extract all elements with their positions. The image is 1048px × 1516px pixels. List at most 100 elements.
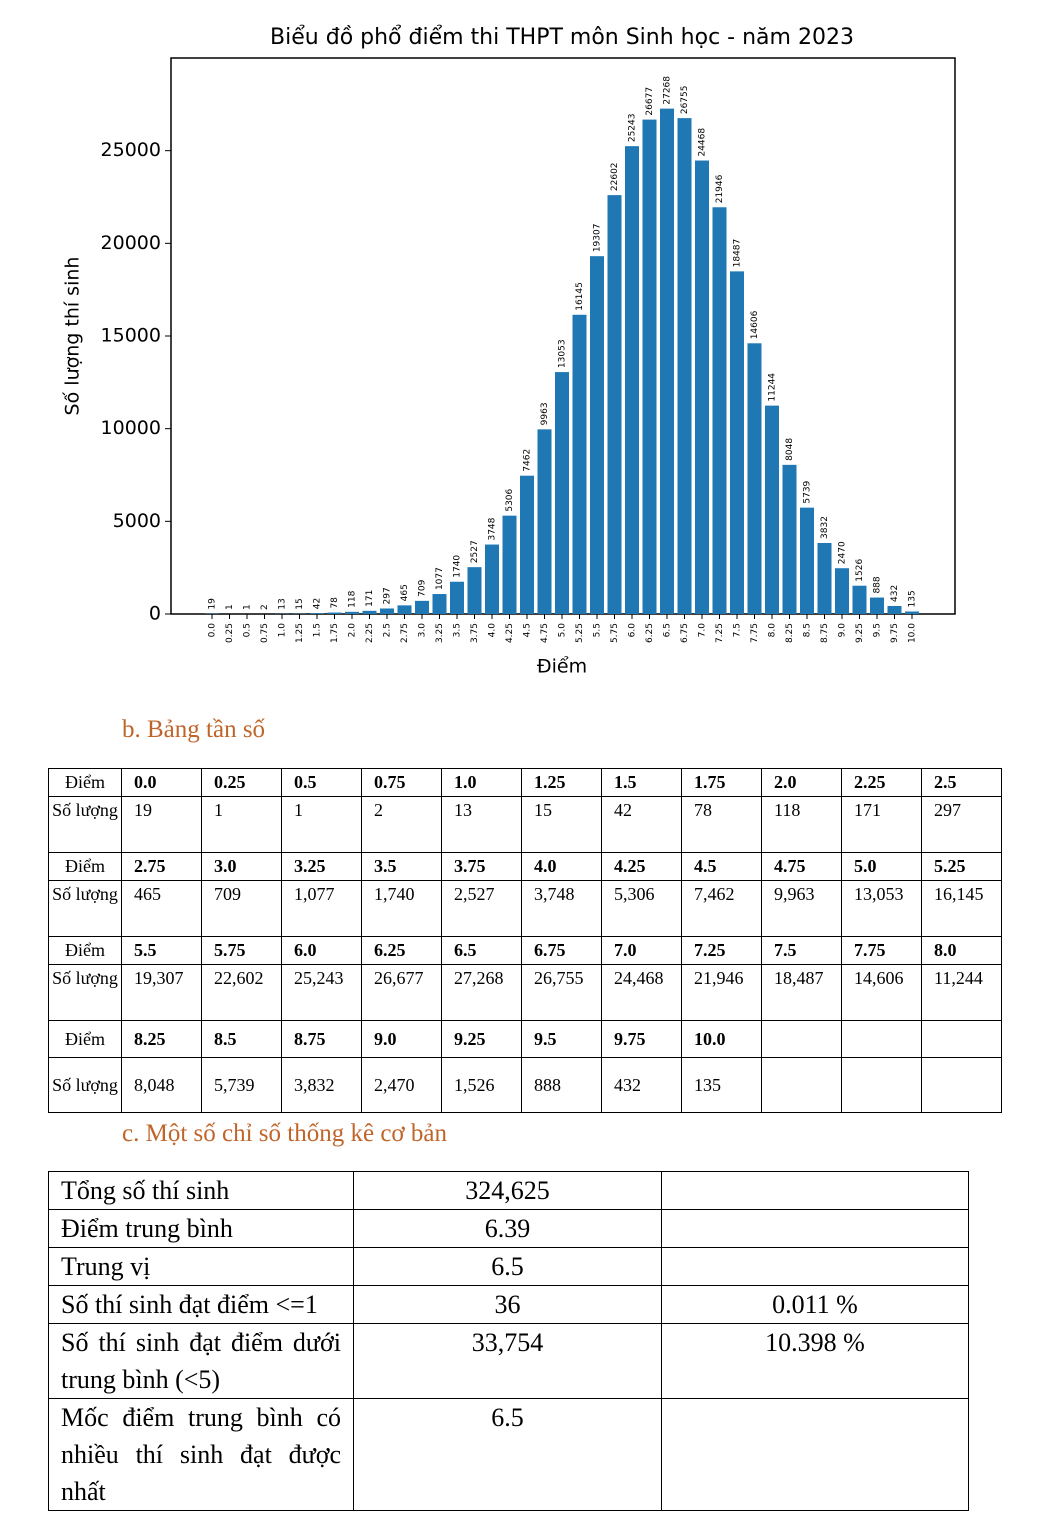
section-heading: c. Một số chỉ số thống kê cơ bản — [122, 1120, 447, 1147]
data-label: 297 — [383, 587, 393, 604]
x-tick-label: 3.25 — [435, 623, 445, 643]
cell: 432 — [601, 1057, 682, 1113]
cell: 9,963 — [761, 880, 842, 937]
cell: Điểm — [48, 768, 122, 797]
cell: 8.0 — [921, 936, 1002, 965]
x-tick-label: 8.0 — [768, 623, 778, 638]
cell: 36 — [353, 1285, 662, 1324]
cell: 0.5 — [281, 768, 362, 797]
cell: 1.25 — [521, 768, 602, 797]
bar — [397, 605, 412, 614]
data-label: 8048 — [785, 438, 795, 461]
cell: 6.5 — [353, 1247, 662, 1286]
data-label: 26755 — [680, 86, 690, 115]
bar — [485, 544, 499, 614]
cell: Số thí sinh đạt điểm <=1 — [48, 1285, 354, 1324]
x-tick-label: 0.25 — [225, 623, 235, 643]
cell: 6.5 — [353, 1398, 662, 1511]
cell: 1.75 — [681, 768, 762, 797]
x-tick-label: 1.75 — [330, 623, 340, 643]
cell: 709 — [201, 880, 282, 937]
cell: 19 — [121, 796, 202, 853]
data-label: 14606 — [750, 310, 760, 339]
cell: 324,625 — [353, 1171, 662, 1210]
x-tick-label: 4.0 — [488, 623, 498, 638]
cell: 18,487 — [761, 964, 842, 1021]
data-label: 1077 — [435, 567, 445, 590]
y-tick-label: 0 — [149, 603, 161, 625]
x-tick-label: 1.0 — [278, 623, 288, 638]
bar — [765, 405, 779, 614]
cell: 2.25 — [841, 768, 922, 797]
data-label: 888 — [873, 576, 883, 593]
bar — [327, 612, 342, 614]
cell: 5,306 — [601, 880, 682, 937]
data-label: 2 — [260, 604, 270, 610]
x-tick-label: 3.0 — [418, 623, 428, 638]
x-tick-label: 2.25 — [365, 623, 375, 643]
x-axis-label: Điểm — [537, 656, 587, 678]
data-label: 1740 — [453, 555, 463, 578]
cell: 6.25 — [361, 936, 442, 965]
cell: Số thí sinh đạt điểm dưới trung bình (<5… — [48, 1323, 354, 1399]
cell: Mốc điểm trung bình có nhiều thí sinh đạ… — [48, 1398, 354, 1511]
cell: 888 — [521, 1057, 602, 1113]
bar — [747, 343, 762, 614]
data-label: 3748 — [488, 517, 498, 540]
bar — [677, 118, 692, 615]
bar — [835, 568, 849, 614]
x-tick-label: 4.25 — [505, 623, 515, 643]
x-tick-label: 2.0 — [348, 623, 358, 638]
cell: 1,526 — [441, 1057, 522, 1113]
cell — [841, 1057, 922, 1113]
cell — [661, 1398, 969, 1511]
cell: 8.25 — [121, 1020, 202, 1058]
x-tick-label: 2.75 — [400, 623, 410, 643]
data-label: 1526 — [855, 559, 865, 582]
cell — [661, 1171, 969, 1210]
x-tick-label: 0.0 — [208, 623, 218, 638]
score-row: Điểm 2.75 3.0 3.25 3.5 3.75 4.0 4.25 4.5 4.75 5.0 5… — [48, 852, 1002, 881]
cell: 19,307 — [121, 964, 202, 1021]
data-label: 21946 — [715, 174, 725, 203]
data-label: 2527 — [470, 540, 480, 563]
cell: 5.25 — [921, 852, 1002, 881]
x-tick-label: 7.75 — [750, 623, 760, 643]
cell: 15 — [521, 796, 602, 853]
cell: 0.0 — [121, 768, 202, 797]
cell: Số lượng — [48, 964, 122, 1021]
cell: 25,243 — [281, 964, 362, 1021]
cell: 2.0 — [761, 768, 842, 797]
data-label: 27268 — [663, 76, 673, 105]
bar — [712, 207, 727, 615]
data-label: 3832 — [820, 516, 830, 539]
x-tick-label: 6.25 — [645, 623, 655, 643]
cell: 21,946 — [681, 964, 762, 1021]
cell: 5.0 — [841, 852, 922, 881]
cell: 6.0 — [281, 936, 362, 965]
bar — [870, 597, 884, 614]
cell: 16,145 — [921, 880, 1002, 937]
cell: 1.0 — [441, 768, 522, 797]
x-tick-label: 4.75 — [540, 623, 550, 643]
cell: 0.25 — [201, 768, 282, 797]
x-tick-label: 10.0 — [908, 623, 918, 643]
x-tick-label: 5.25 — [575, 623, 585, 643]
x-tick-label: 4.5 — [523, 623, 533, 637]
cell: Điểm — [48, 936, 122, 965]
x-tick-label: 6.75 — [680, 623, 690, 643]
bar — [345, 611, 359, 614]
bar — [625, 146, 639, 614]
data-label: 16145 — [575, 282, 585, 311]
cell — [661, 1209, 969, 1248]
bar — [607, 195, 622, 614]
x-tick-label: 5.75 — [610, 623, 620, 643]
data-label: 42 — [313, 598, 323, 609]
cell: 5.5 — [121, 936, 202, 965]
bar — [537, 429, 552, 614]
data-label: 118 — [348, 590, 358, 607]
cell — [921, 1057, 1002, 1113]
cell: 7.5 — [761, 936, 842, 965]
cell: 1 — [201, 796, 282, 853]
